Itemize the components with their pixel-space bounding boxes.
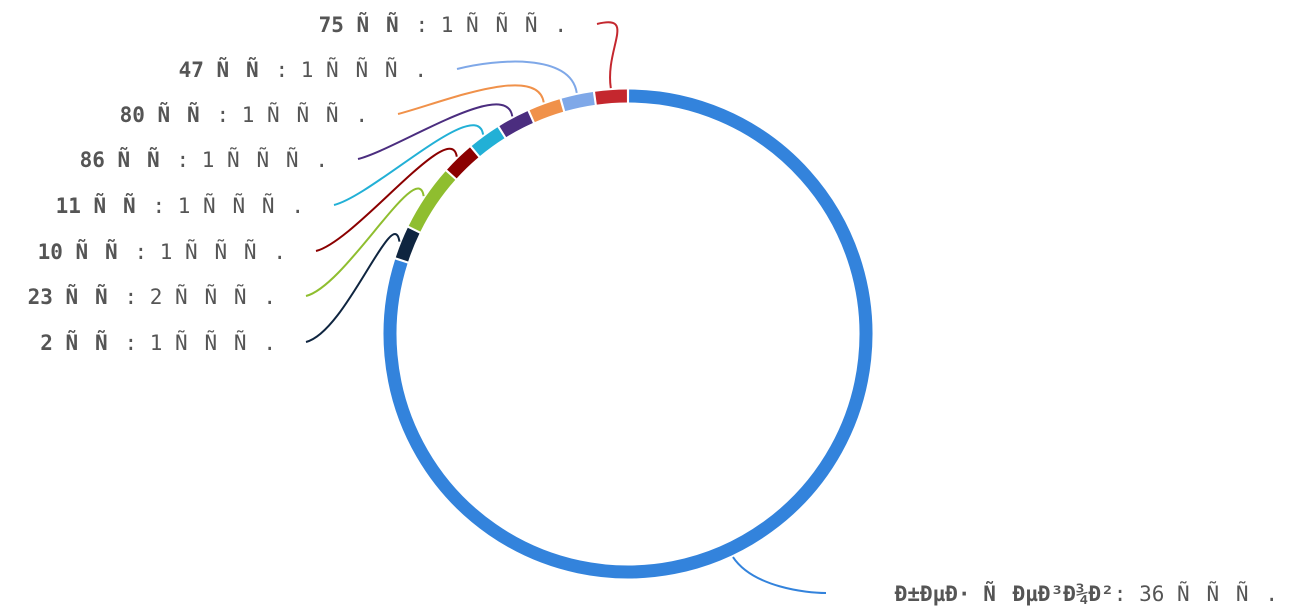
slice-label-name: 86 ÑÑ xyxy=(80,147,177,172)
slice-label-value: 2 ÑÑÑ. xyxy=(150,283,276,309)
leader-line xyxy=(596,21,619,89)
slice-label-separator: : xyxy=(216,103,241,127)
slice-label: Ð±ÐµÐ· ÑÐµÐ³Ð¾Ð²: 36 ÑÑÑ. xyxy=(895,580,1278,606)
slice-label: 75 ÑÑ: 1 ÑÑÑ. xyxy=(319,11,567,37)
slice-label-name: 47 ÑÑ xyxy=(179,57,276,82)
slice-label-separator: : xyxy=(275,58,300,82)
slice-label-separator: : xyxy=(134,240,159,264)
slice-label-value: 1 ÑÑÑ. xyxy=(160,238,286,264)
donut-slice xyxy=(471,127,505,157)
slice-label: 2 ÑÑ: 1 ÑÑÑ. xyxy=(40,329,276,355)
leader-line xyxy=(397,84,545,115)
slice-labels: 75 ÑÑ: 1 ÑÑÑ.47 ÑÑ: 1 ÑÑÑ.80 Ñ… xyxy=(28,11,1278,606)
donut-slice xyxy=(408,171,456,232)
slice-label: 11 ÑÑ: 1 ÑÑÑ. xyxy=(56,192,304,218)
slice-label-separator: : xyxy=(415,13,440,37)
slice-label: 23 ÑÑ: 2 ÑÑÑ. xyxy=(28,283,276,309)
donut-slice xyxy=(595,89,628,105)
slice-label-value: 1 ÑÑÑ. xyxy=(150,329,276,355)
donut-slice xyxy=(447,147,479,179)
slice-label-name: 75 ÑÑ xyxy=(319,12,416,37)
slice-label-value: 1 ÑÑÑ. xyxy=(202,146,328,172)
slice-label-name: 2 ÑÑ xyxy=(40,330,124,355)
leader-line xyxy=(305,233,401,343)
donut-slices xyxy=(383,89,873,579)
slice-label: 10 ÑÑ: 1 ÑÑÑ. xyxy=(38,238,286,264)
slice-label: 86 ÑÑ: 1 ÑÑÑ. xyxy=(80,146,328,172)
donut-slice xyxy=(383,89,873,579)
slice-label-separator: : xyxy=(176,148,201,172)
donut-slice xyxy=(499,111,533,138)
leader-line xyxy=(357,103,514,160)
slice-label: 80 ÑÑ: 1 ÑÑÑ. xyxy=(120,101,368,127)
slice-label-name: Ð±ÐµÐ· ÑÐµÐ³Ð¾Ð² xyxy=(895,581,1114,606)
donut-slice xyxy=(561,92,595,112)
slice-label-name: 80 ÑÑ xyxy=(120,102,217,127)
slice-label-separator: : xyxy=(124,285,149,309)
leader-line xyxy=(456,60,578,94)
leader-line xyxy=(732,556,827,594)
slice-label: 47 ÑÑ: 1 ÑÑÑ. xyxy=(179,56,427,82)
leader-line xyxy=(333,124,485,206)
slice-label-separator: : xyxy=(1114,582,1139,606)
leader-line xyxy=(305,187,425,297)
leader-line xyxy=(315,147,458,252)
donut-slice xyxy=(395,227,420,262)
slice-label-value: 1 ÑÑÑ. xyxy=(242,101,368,127)
slice-label-value: 1 ÑÑÑ. xyxy=(178,192,304,218)
slice-label-name: 23 ÑÑ xyxy=(28,284,125,309)
donut-slice xyxy=(529,99,564,123)
slice-label-name: 11 ÑÑ xyxy=(56,193,153,218)
slice-label-name: 10 ÑÑ xyxy=(38,239,135,264)
slice-label-value: 1 ÑÑÑ. xyxy=(441,11,567,37)
leader-lines xyxy=(305,21,827,594)
slice-label-separator: : xyxy=(152,194,177,218)
slice-label-separator: : xyxy=(124,331,149,355)
slice-label-value: 1 ÑÑÑ. xyxy=(301,56,427,82)
slice-label-value: 36 ÑÑÑ. xyxy=(1139,580,1278,606)
